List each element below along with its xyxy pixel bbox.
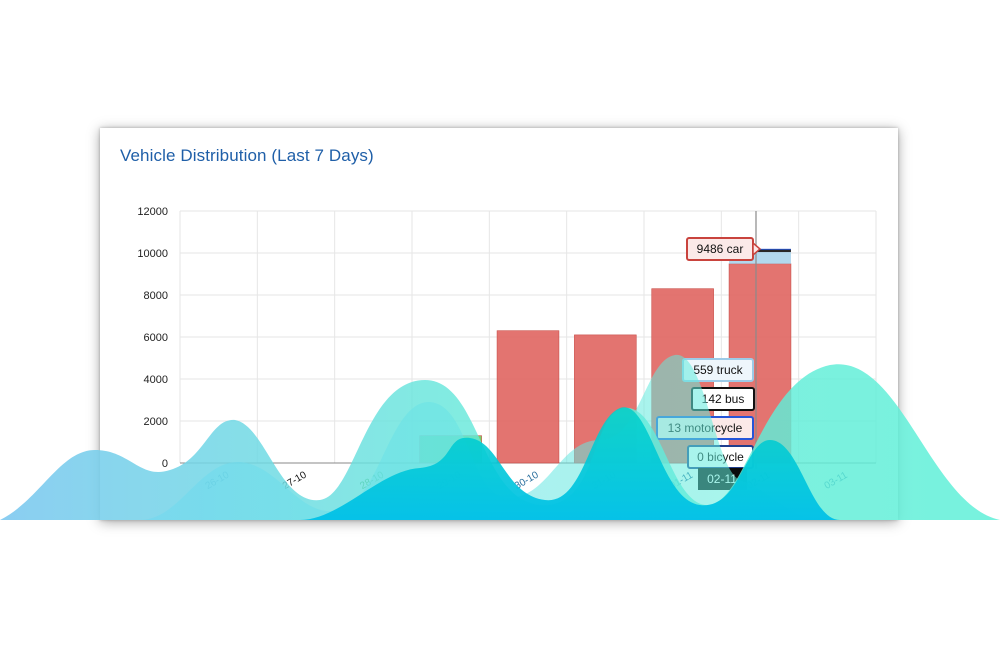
x-tick-label: 01-11 [668, 470, 695, 492]
x-tick-label: 03-11 [823, 470, 850, 492]
bar-truck-02-11[interactable] [729, 252, 791, 264]
bar-car-30-10[interactable] [496, 330, 560, 464]
tooltip-label-truck: 559 truck [693, 363, 743, 377]
tooltip-label-bus: 142 bus [702, 392, 745, 406]
bar-car-29-10[interactable] [419, 435, 482, 464]
x-tick-label: 29-10 [436, 469, 464, 492]
y-tick-label: 12000 [137, 206, 168, 218]
y-tick-label: 0 [162, 458, 168, 470]
y-tick-label: 10000 [137, 248, 168, 260]
y-tick-label: 4000 [144, 374, 168, 386]
chart-title: Vehicle Distribution (Last 7 Days) [120, 146, 374, 165]
x-tick-label: 26-10 [204, 469, 232, 492]
y-tick-label: 8000 [144, 290, 168, 302]
x-tick-label: 28-10 [358, 469, 386, 492]
tooltip-date-label: 02-11 [707, 472, 737, 486]
chart-card: Vehicle Distribution (Last 7 Days) 0 2000… [100, 128, 898, 520]
tooltip-label-bicycle: 0 bicycle [697, 450, 744, 464]
x-tick-label: 30-10 [513, 469, 541, 492]
tooltip-label-motorcycle: 13 motorcycle [668, 421, 743, 435]
tooltip-pointer [752, 241, 762, 257]
y-tick-label: 2000 [144, 416, 168, 428]
x-tick-label: 31-10 [590, 469, 618, 492]
x-tick-label: 27-10 [281, 469, 309, 492]
y-tick-label: 6000 [144, 332, 168, 344]
x-tick-label: 02-11 [745, 470, 772, 492]
vehicle-distribution-chart[interactable]: 0 2000 4000 6000 8000 10000 12000 26-10 27-10 28-… [100, 128, 898, 520]
tooltip-label-car: 9486 car [697, 242, 744, 256]
bar-bus-02-11[interactable] [729, 249, 791, 253]
bar-car-31-10[interactable] [574, 334, 637, 464]
